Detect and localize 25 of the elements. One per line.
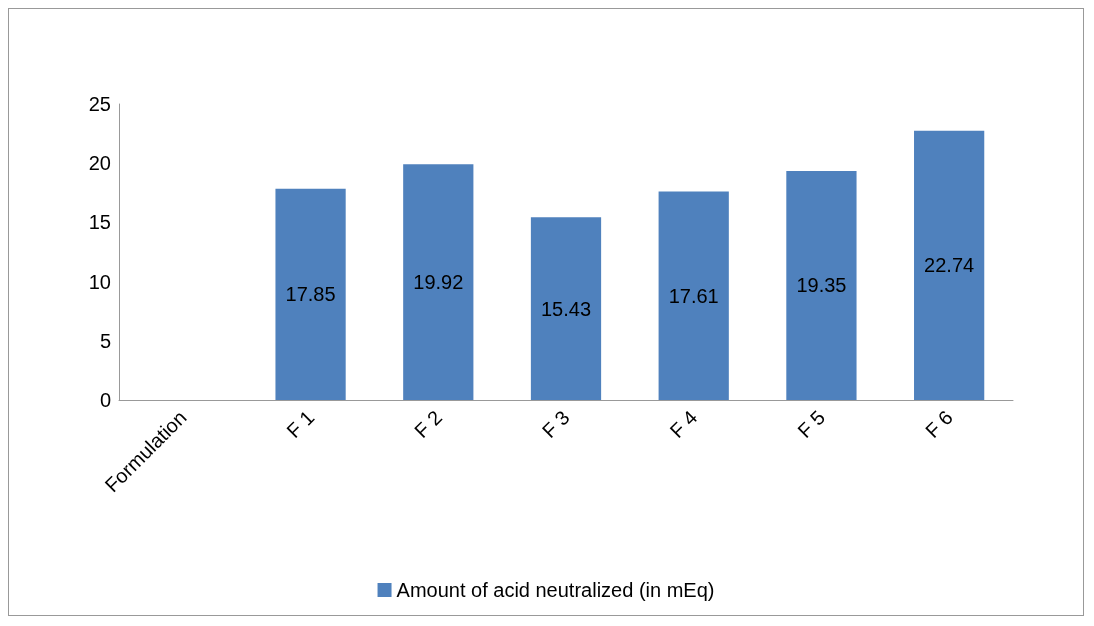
x-tick-label: F 5 — [793, 406, 830, 443]
x-tick-label: F 4 — [665, 406, 702, 443]
y-tick-label: 5 — [99, 329, 111, 352]
x-tick-label: F 6 — [920, 406, 957, 443]
bar — [786, 170, 857, 400]
bar — [275, 188, 346, 400]
x-tick-label: F 1 — [282, 406, 319, 443]
y-tick-label: 10 — [88, 270, 111, 293]
y-tick-label: 15 — [88, 211, 111, 234]
data-label: 15.43 — [540, 297, 592, 320]
y-tick-label: 0 — [99, 389, 111, 411]
legend-label: Amount of acid neutralized (in mEq) — [396, 579, 715, 601]
data-label: 19.92 — [413, 271, 464, 294]
bar — [530, 217, 602, 400]
bar — [914, 130, 985, 400]
data-label: 22.74 — [924, 254, 975, 277]
x-tick-label: F 2 — [410, 406, 447, 443]
y-tick-label: 25 — [88, 93, 111, 115]
data-label: 19.35 — [796, 274, 847, 297]
y-tick-label: 20 — [88, 152, 111, 175]
x-tick-label: F 3 — [537, 406, 574, 443]
bar — [403, 164, 474, 400]
data-label: 17.85 — [285, 283, 336, 306]
data-label: 17.61 — [668, 284, 719, 307]
bar — [658, 191, 729, 400]
